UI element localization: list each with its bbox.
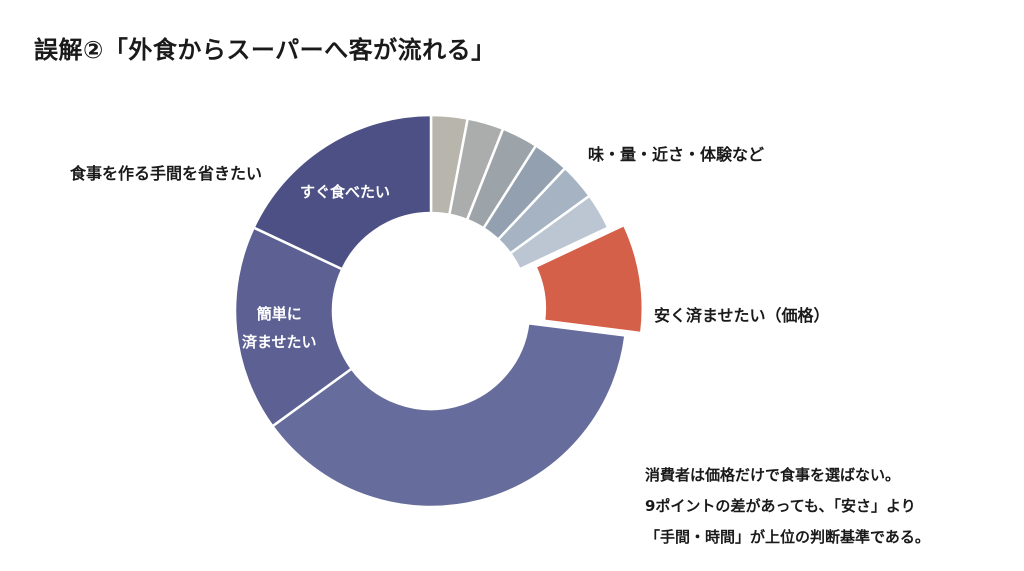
donut-slice-6: [509, 194, 610, 271]
callout-price: 安く済ませたい（価格）: [654, 306, 830, 325]
slice-label-easy: 簡単に 済ませたい: [242, 300, 317, 356]
note-line-1: 消費者は価格だけで食事を選ばない。: [645, 466, 901, 484]
callout-misc-factors: 味・量・近さ・体験など: [588, 145, 765, 164]
donut-slice-9: [233, 226, 353, 428]
slice-label-easy-line1: 簡単に: [256, 305, 302, 323]
donut-slice-10: [252, 113, 433, 271]
page-title: 誤解②「外食からスーパーへ客が流れる」: [34, 36, 496, 64]
callout-save-effort: 食事を作る手間を省きたい: [70, 164, 263, 183]
slice-label-quick: すぐ食べたい: [300, 183, 391, 201]
takeaway-note: 消費者は価格だけで食事を選ばない。 9ポイントの差があっても、「安さ」より 「手…: [645, 460, 930, 553]
donut-slice-8: [271, 322, 627, 509]
donut-slice-7: [534, 223, 645, 335]
note-line-3: 「手間・時間」が上位の判断基準である。: [645, 528, 930, 546]
note-line-2: 9ポイントの差があっても、「安さ」より: [645, 497, 916, 515]
slice-label-easy-line2: 済ませたい: [242, 333, 317, 351]
